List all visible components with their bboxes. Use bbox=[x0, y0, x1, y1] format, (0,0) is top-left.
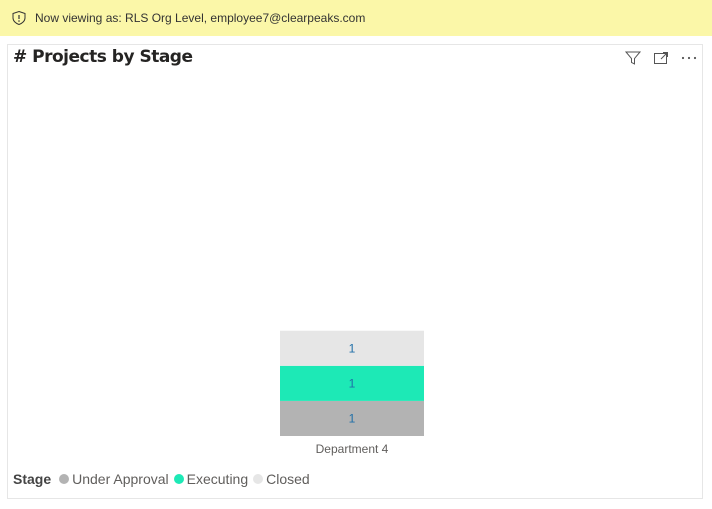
legend: Stage Under Approval Executing Closed bbox=[13, 471, 315, 487]
rls-banner: Now viewing as: RLS Org Level, employee7… bbox=[0, 0, 712, 36]
bar-segment-executing[interactable] bbox=[280, 365, 424, 401]
shield-alert-icon bbox=[12, 10, 26, 26]
legend-label: Closed bbox=[266, 471, 310, 487]
legend-item-closed[interactable]: Closed bbox=[253, 471, 310, 487]
legend-title: Stage bbox=[13, 471, 52, 487]
legend-label: Executing bbox=[186, 471, 249, 487]
bar-segment-closed[interactable] bbox=[280, 330, 424, 366]
data-label: 1 bbox=[349, 341, 356, 355]
legend-label: Under Approval bbox=[72, 471, 169, 487]
data-label: 1 bbox=[349, 411, 356, 425]
filter-icon[interactable] bbox=[624, 49, 642, 67]
visual-title: # Projects by Stage bbox=[13, 47, 193, 67]
legend-item-executing[interactable]: Executing bbox=[173, 471, 249, 487]
banner-text: Now viewing as: RLS Org Level, employee7… bbox=[35, 11, 366, 25]
focus-mode-icon[interactable] bbox=[652, 49, 670, 67]
visual-card[interactable]: 1 1 1 Department 4 # Projects by Stage Stag… bbox=[7, 44, 703, 499]
more-options-icon[interactable] bbox=[680, 49, 698, 67]
chart-area: 1 1 1 Department 4 bbox=[280, 330, 424, 456]
bar-segment-under-approval[interactable] bbox=[280, 400, 424, 436]
x-tick-label: Department 4 bbox=[316, 442, 389, 456]
legend-item-under-approval[interactable]: Under Approval bbox=[59, 471, 169, 487]
data-label: 1 bbox=[349, 376, 356, 390]
